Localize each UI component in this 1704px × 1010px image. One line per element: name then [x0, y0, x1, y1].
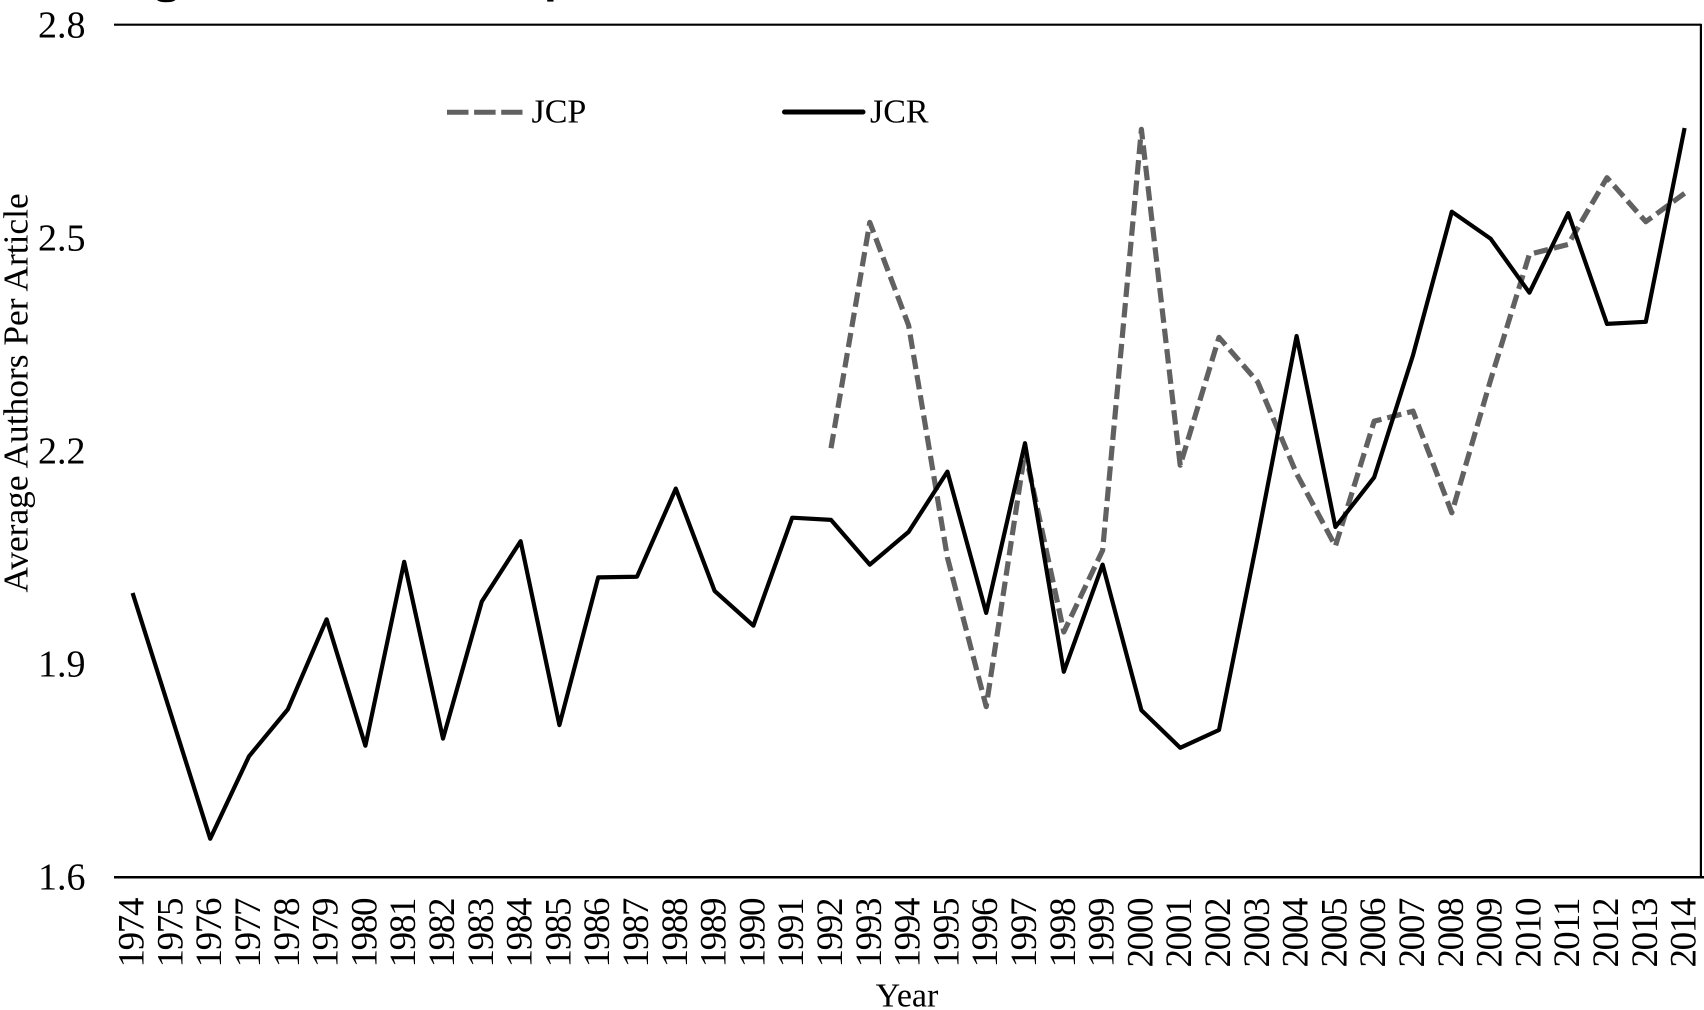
svg-text:1986: 1986 [577, 898, 618, 968]
svg-text:2.8: 2.8 [38, 5, 86, 47]
svg-text:1999: 1999 [1082, 898, 1123, 968]
svg-text:Year: Year [876, 978, 939, 1010]
svg-text:1984: 1984 [500, 898, 541, 968]
svg-text:1994: 1994 [888, 898, 929, 968]
svg-text:2004: 2004 [1276, 898, 1317, 968]
svg-text:2001: 2001 [1159, 898, 1200, 968]
svg-text:2.2: 2.2 [38, 431, 86, 473]
svg-text:1996: 1996 [965, 898, 1006, 968]
svg-text:1997: 1997 [1004, 898, 1045, 968]
svg-text:Average Authors Per Article: Average Authors Per Article [0, 193, 36, 592]
svg-text:2009: 2009 [1470, 898, 1511, 968]
svg-text:2013: 2013 [1625, 898, 1666, 968]
svg-text:1992: 1992 [810, 898, 851, 968]
svg-text:1993: 1993 [849, 898, 890, 968]
svg-text:2014: 2014 [1664, 898, 1704, 968]
svg-text:2011: 2011 [1547, 898, 1588, 968]
svg-text:1975: 1975 [150, 898, 191, 968]
svg-text:1985: 1985 [538, 898, 579, 968]
svg-text:1989: 1989 [694, 898, 735, 968]
svg-text:1998: 1998 [1043, 898, 1084, 968]
svg-text:2000: 2000 [1120, 898, 1161, 968]
svg-text:2005: 2005 [1314, 898, 1355, 968]
svg-text:1981: 1981 [383, 898, 424, 968]
svg-text:1979: 1979 [306, 898, 347, 968]
svg-text:JCP: JCP [532, 93, 587, 130]
svg-text:2.5: 2.5 [38, 218, 86, 260]
svg-text:2002: 2002 [1198, 898, 1239, 968]
svg-text:1977: 1977 [228, 898, 269, 968]
svg-text:1974: 1974 [112, 898, 153, 968]
svg-text:1987: 1987 [616, 898, 657, 968]
svg-text:2012: 2012 [1586, 898, 1627, 968]
svg-text:1980: 1980 [344, 898, 385, 968]
svg-text:1991: 1991 [771, 898, 812, 968]
svg-text:1976: 1976 [189, 898, 230, 968]
svg-text:2010: 2010 [1508, 898, 1549, 968]
svg-text:1990: 1990 [732, 898, 773, 968]
svg-text:1983: 1983 [461, 898, 502, 968]
svg-text:2008: 2008 [1431, 898, 1472, 968]
svg-text:1978: 1978 [267, 898, 308, 968]
svg-text:1988: 1988 [655, 898, 696, 968]
svg-text:2003: 2003 [1237, 898, 1278, 968]
svg-text:1982: 1982 [422, 898, 463, 968]
svg-text:JCR: JCR [870, 93, 929, 130]
svg-text:1.6: 1.6 [38, 857, 86, 899]
svg-text:1.9: 1.9 [38, 644, 86, 686]
svg-text:2006: 2006 [1353, 898, 1394, 968]
svg-text:1995: 1995 [926, 898, 967, 968]
svg-text:2007: 2007 [1392, 898, 1433, 968]
